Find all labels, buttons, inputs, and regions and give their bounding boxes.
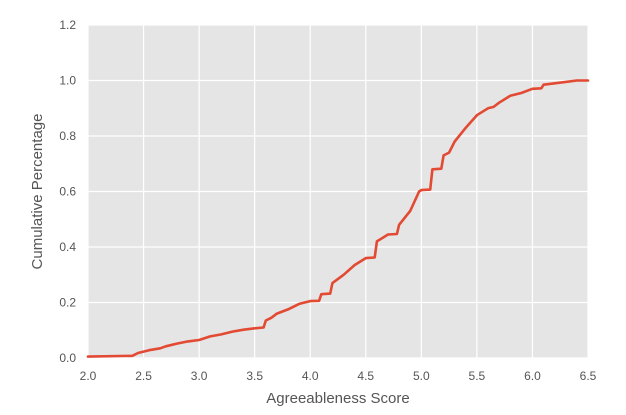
x-tick-label: 5.0 — [413, 369, 430, 383]
y-axis-ticks: 0.0 0.2 0.4 0.6 0.8 1.0 1.2 — [59, 18, 76, 365]
x-axis-ticks: 2.0 2.5 3.0 3.5 4.0 4.5 5.0 5.5 6.0 6.5 — [80, 369, 597, 383]
y-tick-label: 0.2 — [59, 296, 76, 310]
x-tick-label: 3.0 — [191, 369, 208, 383]
cdf-series-line — [86, 79, 590, 358]
grid-lines — [87, 24, 589, 359]
y-tick-label: 0.8 — [59, 129, 76, 143]
y-tick-label: 1.2 — [59, 18, 76, 32]
x-tick-label: 6.5 — [580, 369, 597, 383]
y-tick-label: 0.6 — [59, 185, 76, 199]
data-layer — [86, 79, 590, 358]
x-tick-label: 5.5 — [469, 369, 486, 383]
x-tick-label: 6.0 — [524, 369, 541, 383]
y-tick-label: 0.0 — [59, 351, 76, 365]
x-axis-label: Agreeableness Score — [266, 390, 409, 407]
x-tick-label: 4.0 — [302, 369, 319, 383]
x-tick-label: 4.5 — [357, 369, 374, 383]
x-tick-label: 2.0 — [80, 369, 97, 383]
y-tick-label: 1.0 — [59, 74, 76, 88]
x-tick-label: 2.5 — [135, 369, 152, 383]
x-tick-label: 3.5 — [246, 369, 263, 383]
y-tick-label: 0.4 — [59, 240, 76, 254]
y-axis-label: Cumulative Percentage — [29, 114, 46, 270]
